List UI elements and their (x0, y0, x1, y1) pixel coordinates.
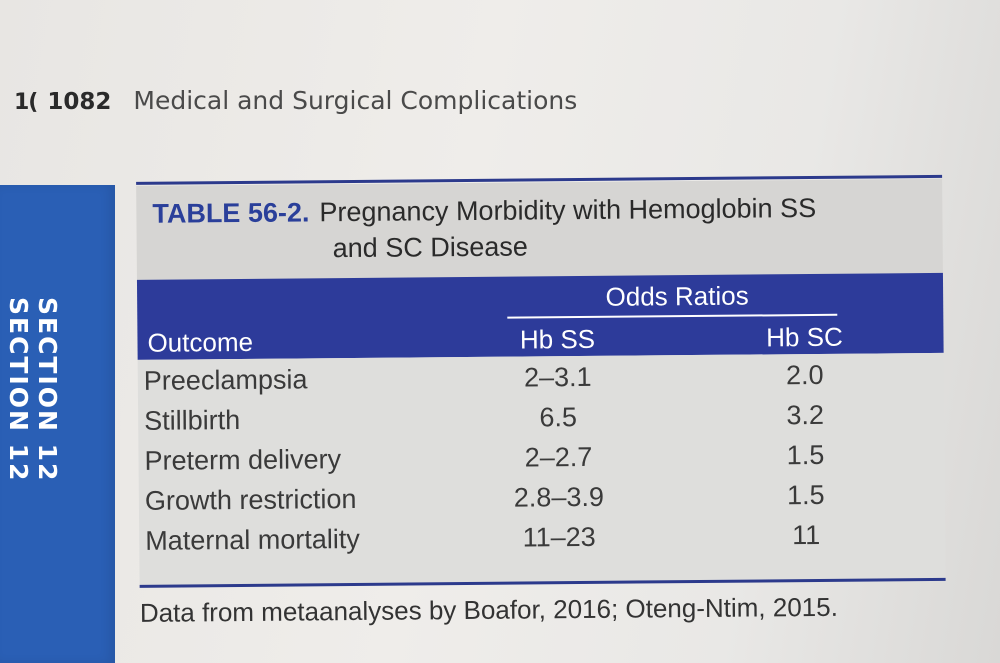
cell-outcome: Growth restriction (144, 483, 357, 516)
column-group-rule (507, 313, 838, 319)
cell-hb-sc: 2.0 (785, 359, 824, 391)
cell-outcome: Preeclampsia (143, 364, 308, 396)
table-footnote: Data from metaanalyses by Boafor, 2016; … (139, 591, 839, 628)
cell-outcome: Maternal mortality (145, 523, 360, 556)
section-tab-label: SECTION 12 (33, 297, 62, 483)
table-title-line-1: Pregnancy Morbidity with Hemoglobin SS (319, 192, 817, 228)
running-header: 1( 1082 Medical and Surgical Complicatio… (14, 86, 577, 120)
column-header-outcome: Outcome (147, 326, 254, 358)
cell-hb-sc: 11 (792, 519, 821, 551)
table-56-2: TABLE 56-2. Pregnancy Morbidity with Hemo… (124, 163, 948, 650)
table-row: Preeclampsia 2–3.1 2.0 (138, 355, 944, 402)
table-caption: TABLE 56-2. Pregnancy Morbidity with Hemo… (152, 189, 933, 268)
cell-hb-sc: 3.2 (786, 399, 825, 431)
cell-hb-ss: 2–2.7 (524, 441, 593, 473)
previous-page-number-fragment: 1( (14, 90, 38, 115)
column-header-hb-sc: Hb SC (766, 321, 843, 353)
table-row: Maternal mortality 11–23 11 (139, 515, 945, 562)
column-group-header: Odds Ratios (605, 280, 749, 312)
table-title-line-2: and SC Disease (332, 231, 528, 264)
cell-hb-ss: 2.8–3.9 (513, 481, 605, 513)
running-title: Medical and Surgical Complications (133, 86, 578, 115)
cell-outcome: Stillbirth (144, 404, 241, 436)
table-number: TABLE 56-2. (152, 197, 310, 229)
cell-hb-ss: 11–23 (522, 521, 596, 553)
table-row: Growth restriction 2.8–3.9 1.5 (139, 475, 945, 522)
table-row: Preterm delivery 2–2.7 1.5 (138, 435, 944, 482)
page-number: 1082 (47, 89, 112, 115)
table-body: Preeclampsia 2–3.1 2.0 Stillbirth 6.5 3.… (137, 352, 946, 585)
table-row: Stillbirth 6.5 3.2 (138, 395, 944, 442)
cell-hb-ss: 6.5 (539, 402, 578, 433)
cell-hb-ss: 2–3.1 (523, 361, 592, 393)
section-tab-label-repeat: SECTION 12 (4, 297, 33, 483)
column-header-hb-ss: Hb SS (519, 323, 596, 355)
cell-outcome: Preterm delivery (144, 444, 342, 476)
table-header: Odds Ratios Outcome Hb SS Hb SC (136, 272, 944, 360)
cell-hb-sc: 1.5 (786, 479, 825, 511)
section-tab: SECTION 12 SECTION 12 (0, 185, 115, 663)
cell-hb-sc: 1.5 (786, 439, 825, 471)
